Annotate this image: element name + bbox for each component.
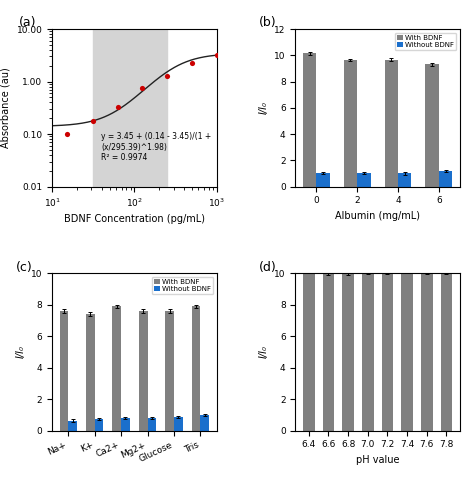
Bar bbox=[147, 418, 156, 431]
Point bbox=[188, 59, 196, 66]
Y-axis label: I/I₀: I/I₀ bbox=[259, 346, 269, 359]
Bar bbox=[165, 311, 174, 431]
Bar bbox=[439, 171, 452, 186]
Bar bbox=[342, 274, 354, 431]
Bar bbox=[357, 173, 371, 186]
Bar bbox=[93, 29, 167, 186]
Text: (d): (d) bbox=[259, 260, 277, 273]
Point bbox=[163, 72, 171, 79]
Bar bbox=[398, 173, 411, 186]
Y-axis label: I/I₀: I/I₀ bbox=[15, 346, 26, 359]
Bar bbox=[316, 173, 330, 186]
Bar bbox=[60, 311, 68, 431]
Bar bbox=[344, 60, 357, 186]
Bar bbox=[174, 417, 182, 431]
Point bbox=[63, 130, 71, 137]
X-axis label: BDNF Concentration (pg/mL): BDNF Concentration (pg/mL) bbox=[64, 214, 205, 224]
Y-axis label: Absorbance (au): Absorbance (au) bbox=[1, 67, 11, 148]
Bar bbox=[139, 311, 147, 431]
Bar bbox=[382, 272, 393, 431]
Legend: With BDNF, Without BDNF: With BDNF, Without BDNF bbox=[395, 32, 456, 50]
Bar bbox=[440, 272, 452, 431]
Bar bbox=[86, 314, 95, 431]
Bar bbox=[95, 419, 103, 431]
X-axis label: Albumin (mg/mL): Albumin (mg/mL) bbox=[335, 211, 420, 221]
Legend: With BDNF, Without BDNF: With BDNF, Without BDNF bbox=[152, 277, 213, 294]
Bar bbox=[112, 306, 121, 431]
Bar bbox=[384, 60, 398, 186]
Y-axis label: I/I₀: I/I₀ bbox=[259, 101, 269, 114]
Bar bbox=[401, 272, 413, 431]
X-axis label: pH value: pH value bbox=[356, 455, 399, 465]
Text: (a): (a) bbox=[19, 16, 37, 30]
Text: (c): (c) bbox=[16, 260, 33, 273]
Bar bbox=[421, 273, 433, 431]
Bar bbox=[362, 272, 374, 431]
Point bbox=[89, 117, 97, 124]
Bar bbox=[68, 421, 77, 431]
Bar bbox=[425, 64, 439, 186]
Point bbox=[114, 103, 121, 111]
Text: y = 3.45 + (0.14 - 3.45)/(1 +
(x/295.39)^1.98)
R² = 0.9974: y = 3.45 + (0.14 - 3.45)/(1 + (x/295.39)… bbox=[101, 132, 212, 162]
Bar bbox=[303, 272, 315, 431]
Bar bbox=[201, 415, 209, 431]
Bar bbox=[322, 273, 334, 431]
Bar bbox=[303, 53, 316, 186]
Bar bbox=[191, 306, 201, 431]
Bar bbox=[121, 418, 130, 431]
Point bbox=[138, 84, 146, 92]
Text: (b): (b) bbox=[259, 16, 277, 30]
Point bbox=[213, 51, 220, 59]
